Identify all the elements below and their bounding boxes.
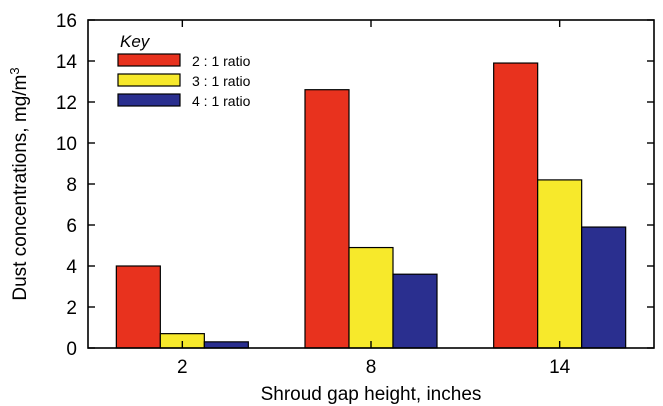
legend: Key 2 : 1 ratio 3 : 1 ratio 4 : 1 ratio [117,32,251,109]
y-tick-label: 0 [66,339,77,360]
legend-swatch [117,53,181,67]
y-tick-label: 8 [66,175,77,196]
bar [115,265,161,349]
bar [348,246,394,349]
x-axis-ticks: 2 8 14 [177,20,571,378]
x-axis-label: Shroud gap height, inches [261,384,482,405]
x-tick-label: 2 [177,357,188,378]
y-tick-label: 4 [66,257,77,278]
bar [493,62,539,349]
bar [581,226,627,349]
bar [304,89,350,349]
bar [203,341,249,349]
y-tick-label: 16 [56,11,77,32]
legend-label: 4 : 1 ratio [192,93,251,109]
bar [537,179,583,349]
bar [392,273,438,349]
y-tick-label: 14 [56,52,78,73]
legend-title: Key [120,32,151,51]
legend-label: 3 : 1 ratio [192,73,251,89]
y-axis-ticks: 0 2 4 6 8 10 12 14 16 [56,11,654,360]
bars-group [115,62,627,349]
legend-label: 2 : 1 ratio [192,53,251,69]
y-tick-label: 2 [66,298,77,319]
y-tick-label: 6 [66,216,77,237]
x-tick-label: 14 [549,357,571,378]
legend-swatch [117,93,181,107]
y-axis-label-text: Dust concentrations, mg/m [10,75,31,301]
legend-swatch [117,73,181,87]
y-axis-label-superscript: 3 [7,67,22,74]
y-tick-label: 12 [56,93,77,114]
y-axis-label: Dust concentrations, mg/m3 [7,67,31,300]
x-tick-label: 8 [366,357,377,378]
y-tick-label: 10 [56,134,77,155]
